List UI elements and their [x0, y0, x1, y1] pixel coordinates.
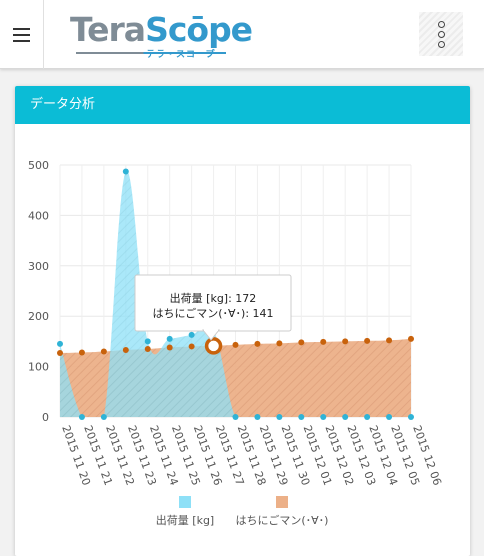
- y-tick-label: 500: [28, 159, 49, 172]
- data-point-2: [207, 339, 221, 353]
- data-point-1: [101, 414, 107, 420]
- data-point-1: [254, 414, 260, 420]
- logo-text-gray: Tera: [70, 10, 145, 49]
- data-point-2: [145, 346, 151, 352]
- data-point-1: [57, 341, 63, 347]
- data-point-2: [123, 347, 129, 353]
- legend-swatch-2: [276, 496, 288, 508]
- data-point-2: [364, 338, 370, 344]
- y-tick-label: 100: [28, 361, 49, 374]
- data-point-1: [386, 414, 392, 420]
- data-point-1: [233, 414, 239, 420]
- data-point-2: [101, 348, 107, 354]
- hamburger-menu-icon[interactable]: [0, 0, 44, 69]
- data-point-2: [298, 339, 304, 345]
- legend-label-2: はちにごマン(･∀･): [236, 513, 329, 527]
- y-tick-label: 0: [42, 411, 49, 424]
- data-point-2: [408, 336, 414, 342]
- analysis-card: データ分析 2015 11 20 2015 11 21 2015 11 22 2015…: [15, 86, 470, 556]
- data-point-1: [189, 332, 195, 338]
- data-point-1: [408, 414, 414, 420]
- logo-subtitle: テラ・スコープ: [146, 47, 215, 60]
- data-point-2: [254, 341, 260, 347]
- tooltip-pointer-mask: [204, 328, 218, 331]
- more-options-icon[interactable]: [419, 12, 463, 56]
- data-point-1: [364, 414, 370, 420]
- data-point-2: [342, 338, 348, 344]
- data-point-1: [79, 414, 85, 420]
- legend-swatch-1: [179, 496, 191, 508]
- data-point-1: [123, 169, 129, 175]
- y-tick-label: 400: [28, 209, 49, 222]
- data-point-2: [276, 340, 282, 346]
- terascope-logo[interactable]: TeraScōpe テラ・スコープ: [70, 10, 240, 58]
- data-point-1: [167, 336, 173, 342]
- data-point-2: [386, 337, 392, 343]
- data-point-1: [145, 338, 151, 344]
- y-tick-label: 200: [28, 310, 49, 323]
- data-point-1: [320, 414, 326, 420]
- data-point-2: [320, 339, 326, 345]
- top-bar: TeraScōpe テラ・スコープ: [0, 0, 484, 69]
- data-point-1: [276, 414, 282, 420]
- logo-text-blue: Scōpe: [145, 10, 252, 49]
- tooltip-line-1: 出荷量 [kg]: 172: [170, 291, 257, 305]
- card-title: データ分析: [15, 86, 470, 124]
- data-point-2: [79, 349, 85, 355]
- data-point-2: [167, 344, 173, 350]
- data-point-2: [189, 343, 195, 349]
- data-point-1: [342, 414, 348, 420]
- legend-label-1: 出荷量 [kg]: [156, 513, 214, 527]
- data-point-2: [57, 350, 63, 356]
- y-tick-label: 300: [28, 260, 49, 273]
- tooltip-line-2: はちにごマン(･∀･): 141: [152, 306, 273, 320]
- data-point-2: [233, 342, 239, 348]
- data-point-1: [298, 414, 304, 420]
